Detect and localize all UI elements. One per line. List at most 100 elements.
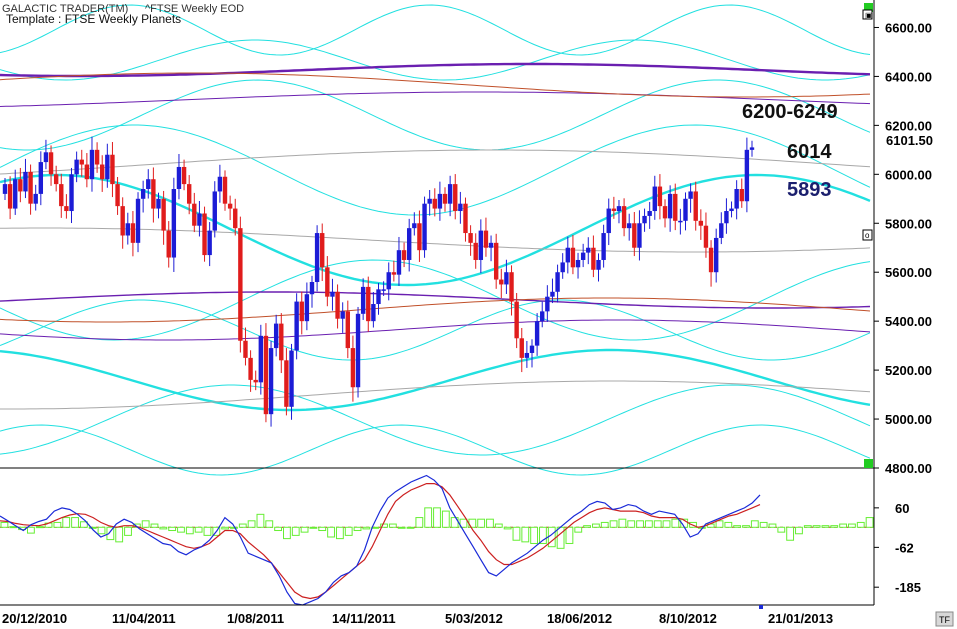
histogram-bar	[424, 507, 433, 528]
candle-body	[135, 198, 141, 243]
candle-body	[69, 174, 74, 212]
candle-body	[100, 164, 105, 180]
candle-body	[406, 228, 412, 260]
candle-body	[749, 147, 755, 150]
histogram-bar	[768, 523, 777, 528]
candle-body	[621, 206, 627, 229]
candle-body	[156, 198, 161, 209]
candle-body	[601, 233, 606, 260]
candle-body	[171, 189, 177, 258]
candle-body	[524, 352, 530, 358]
price-tick-label: 5200.00	[885, 363, 932, 378]
candle-body	[514, 301, 519, 339]
histogram-bar	[433, 507, 441, 528]
candle-body	[698, 220, 704, 226]
histogram-bar	[388, 523, 397, 528]
histogram-bar	[759, 521, 768, 528]
price-tick-label: 5000.00	[885, 412, 932, 427]
candle-body	[238, 228, 243, 341]
candle-body	[401, 250, 407, 260]
histogram-bar	[724, 521, 733, 528]
candle-body	[105, 154, 110, 180]
candle-body	[125, 223, 130, 236]
candle-body	[596, 259, 601, 270]
green-marker-bottom[interactable]	[864, 459, 873, 468]
candle-body	[504, 272, 509, 285]
candle-body	[739, 189, 744, 202]
date-tick-label: 8/10/2012	[659, 611, 717, 626]
planet-line-gray	[0, 380, 871, 410]
candle-body	[458, 203, 463, 212]
histogram-bar	[177, 526, 185, 533]
oscillator-axis: 60 -62 -185	[874, 501, 921, 595]
candle-body	[381, 289, 386, 291]
candle-body	[693, 191, 698, 221]
candle-body	[627, 223, 632, 229]
histogram-bar	[106, 526, 115, 541]
green-marker-top[interactable]	[864, 3, 873, 12]
candle-body	[94, 149, 100, 165]
candle-body	[463, 203, 468, 234]
histogram-bar	[185, 526, 194, 535]
candle-body	[314, 233, 320, 282]
candle-body	[468, 233, 473, 243]
candle-body	[586, 247, 591, 253]
planet-line	[0, 39, 871, 81]
date-tick-label: 20/12/2010	[2, 611, 67, 626]
histogram-bar	[124, 526, 132, 536]
candle-body	[447, 184, 453, 204]
candle-body	[744, 149, 750, 202]
planet-line-gray	[0, 149, 871, 175]
candle-body	[493, 242, 499, 280]
candle-body	[263, 335, 269, 415]
range-label: 6200-6249	[742, 101, 838, 123]
histogram-bar	[662, 520, 671, 528]
candle-body	[376, 289, 381, 305]
candle-body	[591, 247, 596, 270]
histogram-bar	[671, 518, 680, 528]
candle-body	[366, 286, 371, 322]
candle-body	[176, 166, 182, 189]
price-tick-label: 6200.00	[885, 118, 932, 133]
price-tick-label: 4800.00	[885, 461, 932, 476]
histogram-bar	[159, 526, 168, 530]
candle-body	[575, 259, 581, 268]
scroll-top-icon[interactable]	[862, 9, 873, 20]
histogram-bar	[591, 523, 600, 528]
candle-body	[43, 152, 49, 163]
price-tick-label: 6600.00	[885, 20, 932, 35]
candle-body	[304, 294, 310, 322]
histogram-bar	[194, 526, 203, 533]
candle-body	[580, 252, 586, 260]
center-icon[interactable]	[862, 229, 873, 241]
svg-text:▣: ▣	[865, 11, 873, 20]
histogram-bar	[441, 510, 450, 528]
candle-body	[422, 203, 427, 251]
candle-body	[38, 162, 44, 194]
histogram-bar	[203, 526, 212, 536]
candle-body	[7, 184, 13, 209]
candle-body	[355, 313, 361, 388]
histogram-bar	[291, 526, 300, 536]
histogram-bar	[733, 525, 742, 528]
histogram-bar	[406, 526, 415, 529]
histogram-bar	[477, 518, 486, 528]
oscillator-fast-line	[0, 474, 761, 606]
candle-body	[652, 186, 657, 212]
histogram-bar	[494, 523, 503, 528]
candle-body	[28, 171, 33, 204]
candle-body	[529, 345, 535, 353]
candle-body	[350, 348, 356, 388]
histogram-bar	[265, 520, 274, 528]
candle-body	[258, 335, 264, 383]
histogram-bar	[556, 526, 565, 549]
date-axis: 20/12/2010 11/04/2011 1/08/2011 14/11/2011 5…	[2, 611, 833, 626]
candle-body	[550, 291, 555, 297]
histogram-bar	[230, 526, 238, 529]
timeframe-button[interactable]	[935, 611, 954, 627]
candle-body	[478, 230, 484, 260]
candle-body	[197, 213, 202, 226]
candle-body	[519, 338, 524, 358]
candle-body	[360, 286, 366, 314]
